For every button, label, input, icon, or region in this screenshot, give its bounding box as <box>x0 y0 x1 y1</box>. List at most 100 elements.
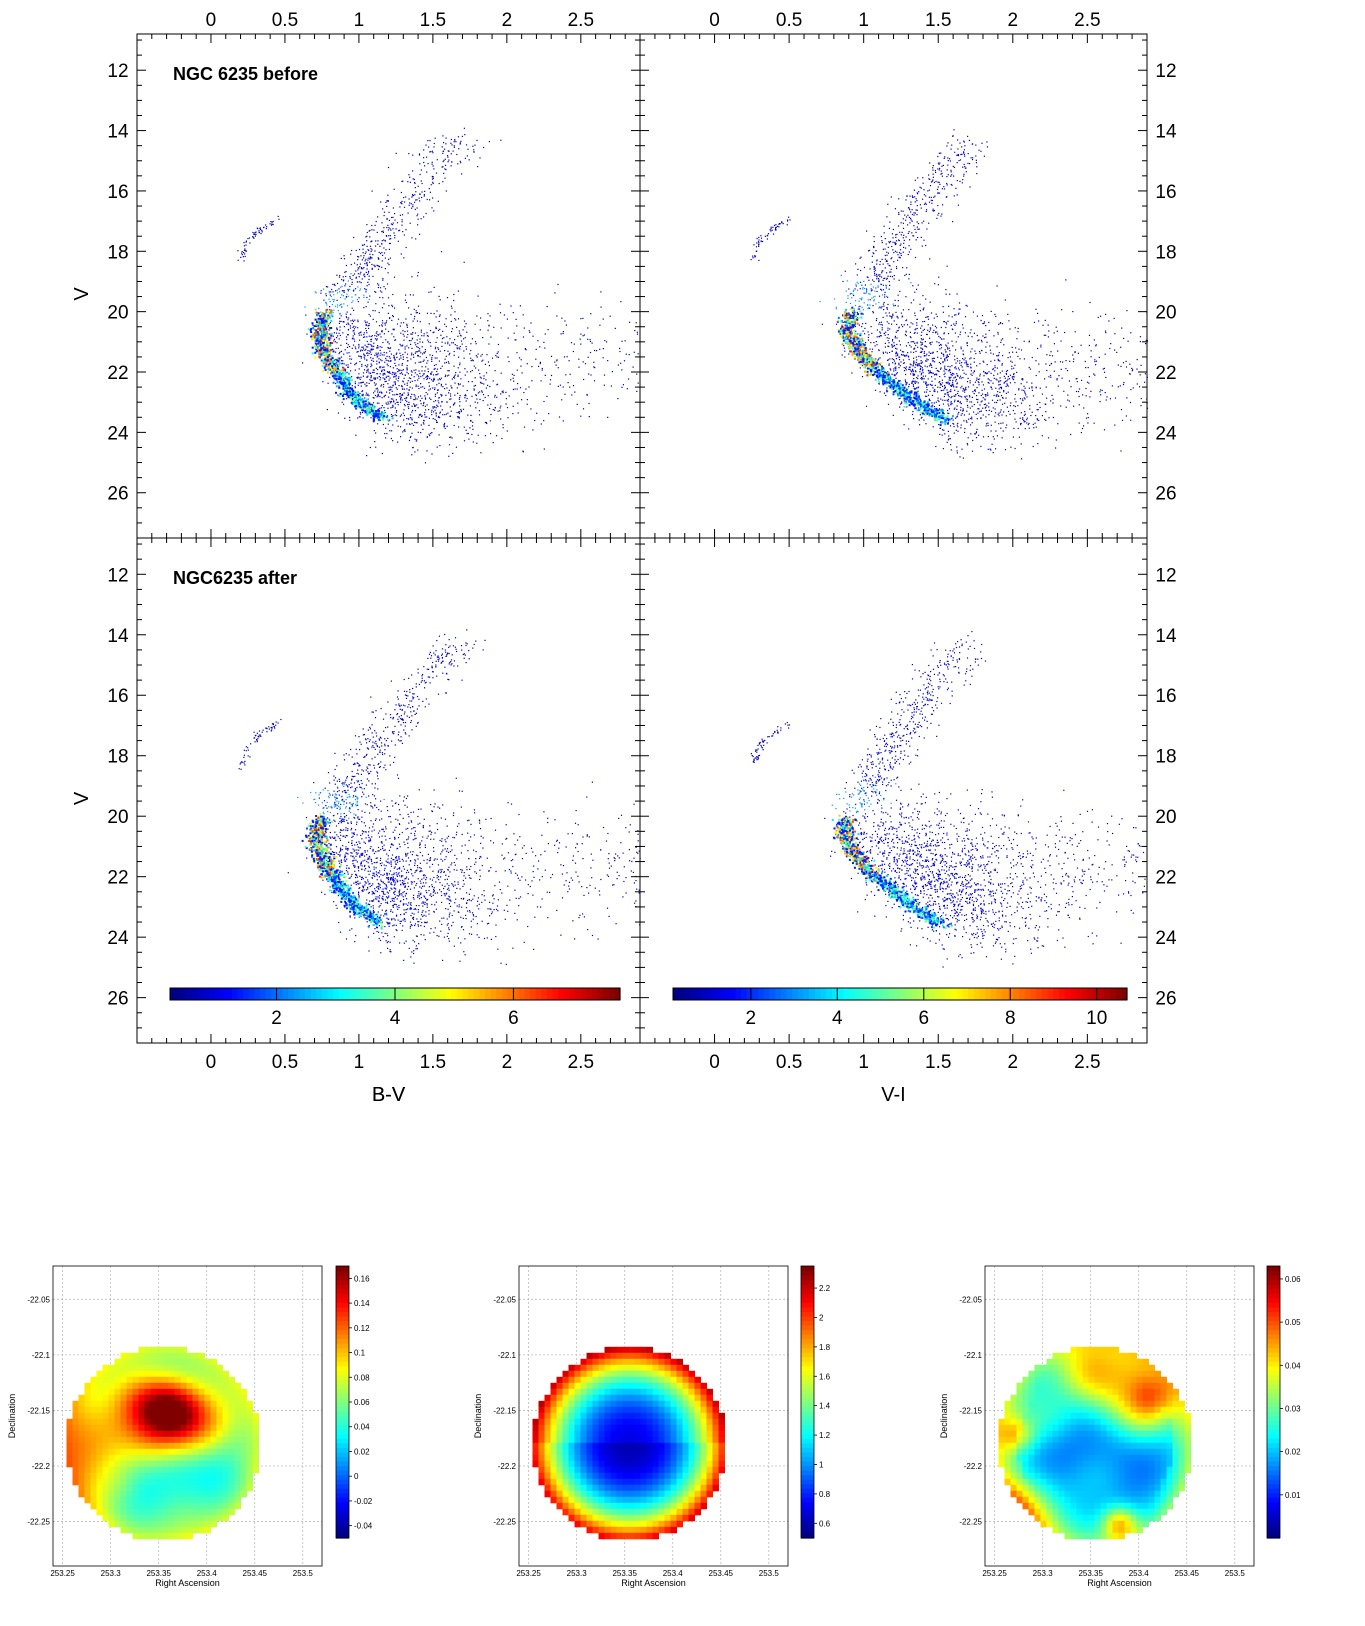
star-point <box>966 345 968 347</box>
star-point <box>946 265 948 267</box>
star-point <box>924 341 926 343</box>
star-point <box>271 223 273 225</box>
star-point <box>905 382 907 384</box>
star-point <box>439 299 441 301</box>
star-point <box>355 249 357 252</box>
star-point <box>390 398 392 400</box>
star-point <box>920 334 922 336</box>
star-point <box>467 432 469 435</box>
star-point <box>352 390 355 392</box>
star-point <box>971 418 973 420</box>
star-point <box>1001 323 1004 325</box>
star-point <box>471 425 474 427</box>
star-point <box>1047 324 1049 326</box>
star-point <box>453 141 455 143</box>
star-point <box>1070 386 1072 388</box>
star-point <box>1072 361 1075 363</box>
star-point <box>366 359 368 361</box>
star-point <box>948 412 950 415</box>
star-point <box>985 394 987 396</box>
star-point <box>505 391 507 393</box>
star-point <box>961 385 963 387</box>
star-point <box>895 355 897 357</box>
star-point <box>950 397 952 399</box>
star-point <box>345 364 347 366</box>
star-point <box>468 438 470 440</box>
star-point <box>419 200 421 202</box>
star-point <box>371 345 373 347</box>
star-point <box>318 324 321 327</box>
star-point <box>944 367 946 369</box>
star-point <box>331 348 333 351</box>
star-point <box>917 363 919 365</box>
star-point <box>919 310 921 312</box>
star-point <box>377 257 379 259</box>
star-point <box>388 264 390 266</box>
star-point <box>398 364 400 366</box>
star-point <box>369 403 372 406</box>
star-point <box>400 436 402 438</box>
star-point <box>433 406 436 408</box>
star-point <box>934 378 936 380</box>
star-point <box>1013 367 1015 369</box>
star-point <box>400 357 402 359</box>
star-point <box>365 258 367 260</box>
star-point <box>634 330 636 332</box>
star-point <box>344 368 347 371</box>
star-point <box>382 231 384 233</box>
star-point <box>427 368 429 370</box>
star-point <box>333 377 336 380</box>
star-point <box>480 452 482 454</box>
star-point <box>348 386 350 389</box>
star-point <box>335 290 337 292</box>
star-point <box>442 386 444 388</box>
star-point <box>375 303 377 305</box>
star-point <box>370 349 372 351</box>
star-point <box>913 348 915 350</box>
star-point <box>881 324 883 326</box>
star-point <box>952 385 954 387</box>
star-point <box>245 240 247 242</box>
star-point <box>901 316 903 318</box>
star-point <box>867 336 869 338</box>
star-point <box>516 369 518 371</box>
star-point <box>882 367 885 369</box>
star-point <box>329 310 332 312</box>
star-point <box>966 442 968 445</box>
star-point <box>636 390 638 392</box>
star-point <box>387 272 389 274</box>
star-point <box>386 363 388 365</box>
star-point <box>987 392 989 394</box>
star-point <box>419 341 421 343</box>
star-point <box>1125 415 1127 417</box>
star-point <box>395 387 397 389</box>
star-point <box>396 356 398 358</box>
star-point <box>365 291 367 293</box>
star-point <box>945 356 948 358</box>
star-point <box>920 417 922 419</box>
star-point <box>423 335 425 337</box>
star-point <box>359 266 361 268</box>
star-point <box>346 293 348 295</box>
star-point <box>969 382 971 384</box>
star-point <box>335 382 337 385</box>
star-point <box>388 343 390 345</box>
star-point <box>418 361 420 363</box>
star-point <box>893 320 895 322</box>
star-point <box>366 231 368 234</box>
star-point <box>888 312 890 314</box>
star-point <box>328 353 331 356</box>
star-point <box>956 405 958 407</box>
star-point <box>394 362 396 364</box>
star-point <box>319 342 322 345</box>
star-point <box>526 399 528 401</box>
star-point <box>862 323 864 325</box>
star-point <box>1049 374 1052 377</box>
star-point <box>586 394 588 396</box>
star-point <box>336 337 338 339</box>
star-point <box>388 371 391 373</box>
star-point <box>355 270 357 272</box>
star-point <box>499 407 501 409</box>
star-point <box>359 273 361 275</box>
